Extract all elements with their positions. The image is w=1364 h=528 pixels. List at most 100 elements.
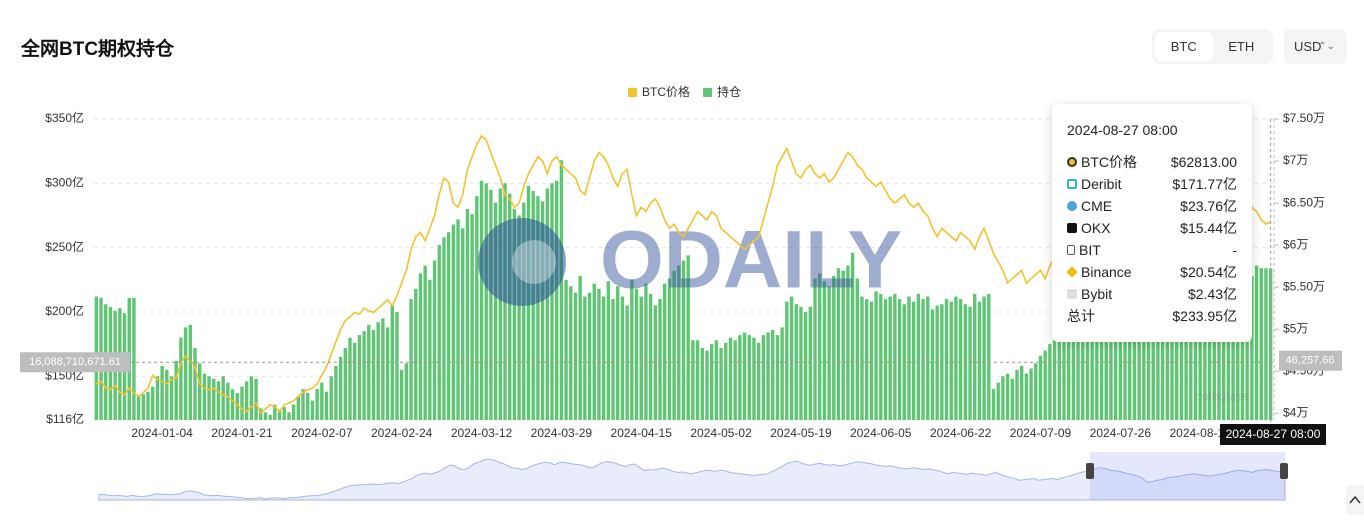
- y2-tick-label: $7万: [1283, 153, 1308, 167]
- bar: [399, 369, 404, 420]
- bar: [827, 286, 831, 420]
- bar: [597, 288, 601, 420]
- navigator-handle[interactable]: [1086, 463, 1094, 479]
- bar: [1165, 293, 1170, 420]
- bar: [996, 382, 1000, 420]
- bar: [540, 201, 545, 420]
- bar: [977, 301, 982, 420]
- bar: [221, 376, 225, 420]
- tooltip: 2024-08-27 08:00 BTC价格 $62813.00 Deribit $…: [1052, 104, 1252, 342]
- bar: [216, 381, 221, 420]
- tab-eth[interactable]: ETH: [1228, 39, 1255, 54]
- bar: [865, 299, 869, 420]
- currency-select[interactable]: USD ⌃⌄: [1284, 29, 1346, 64]
- bar: [1221, 270, 1226, 420]
- bar: [385, 327, 390, 420]
- bar: [625, 305, 629, 420]
- bar: [446, 232, 451, 420]
- bar: [630, 279, 634, 420]
- bar: [287, 412, 291, 420]
- bar: [414, 288, 418, 420]
- y2-tick-label: $4万: [1283, 405, 1308, 419]
- bar: [1156, 292, 1160, 420]
- bar: [921, 299, 925, 420]
- row-value: -: [1232, 242, 1237, 258]
- bar: [935, 305, 939, 420]
- bar: [343, 347, 347, 420]
- bar: [1010, 378, 1014, 420]
- y2-tick-label: $6万: [1283, 237, 1308, 251]
- bar: [498, 188, 502, 420]
- bar: [1226, 275, 1231, 420]
- bar: [808, 306, 813, 420]
- bar: [179, 337, 183, 420]
- bar: [954, 296, 958, 420]
- bar: [1245, 270, 1249, 420]
- bar: [146, 391, 150, 420]
- bar: [282, 407, 286, 420]
- bar: [601, 296, 606, 420]
- crosshair-x-bg: [1220, 424, 1326, 445]
- bar: [888, 296, 892, 420]
- bar: [197, 363, 202, 420]
- navigator-handle[interactable]: [1280, 463, 1288, 479]
- bar: [973, 293, 977, 420]
- row-label: Binance: [1081, 264, 1132, 280]
- bar: [1240, 268, 1245, 420]
- row-label: Bybit: [1081, 286, 1113, 302]
- row-label: CME: [1081, 198, 1113, 214]
- navigator-selection: [1090, 452, 1285, 500]
- bar: [334, 365, 338, 420]
- bar: [1250, 275, 1254, 420]
- bar: [1062, 324, 1066, 420]
- bar: [634, 288, 639, 420]
- bar: [1071, 322, 1076, 420]
- bar: [240, 386, 244, 420]
- x-tick-label: 2024-02-07: [291, 426, 353, 440]
- y2-tick-label: $6.50万: [1283, 195, 1325, 209]
- bar: [785, 301, 789, 420]
- bar: [301, 389, 305, 420]
- y2-tick-label: $7.50万: [1283, 111, 1325, 125]
- row-label: 总计: [1067, 308, 1095, 324]
- coin-tabs: BTC ETH: [1152, 29, 1273, 64]
- bar: [639, 296, 643, 420]
- page-title: 全网BTC期权持仓: [21, 39, 175, 60]
- bar: [493, 202, 498, 420]
- bar: [761, 335, 766, 420]
- bar: [742, 332, 747, 420]
- bar: [1198, 281, 1202, 420]
- bar: [1217, 273, 1221, 420]
- bar: [338, 356, 343, 420]
- bar: [193, 347, 197, 420]
- navigator: [98, 452, 1288, 501]
- bar: [648, 293, 653, 420]
- bar: [789, 296, 794, 420]
- bar: [1132, 283, 1137, 420]
- bar: [883, 299, 888, 420]
- bar: [1231, 281, 1235, 420]
- bar: [1005, 373, 1010, 420]
- bar: [291, 404, 296, 420]
- x-tick-label: 2024-01-04: [131, 426, 193, 440]
- bar: [306, 392, 310, 420]
- bar: [1128, 288, 1132, 420]
- bar: [1099, 296, 1104, 420]
- bar: [320, 382, 324, 420]
- tab-btc[interactable]: BTC: [1155, 32, 1213, 61]
- bar: [517, 215, 521, 420]
- bar: [296, 396, 301, 420]
- y-tick-label: $350亿: [45, 110, 84, 125]
- x-tick-label: 2024-01-21: [211, 426, 273, 440]
- bar: [1113, 286, 1118, 420]
- bar: [1048, 344, 1052, 420]
- bar: [545, 188, 549, 420]
- row-value: $23.76亿: [1180, 198, 1237, 214]
- bar: [911, 301, 916, 420]
- scroll-button[interactable]: [1346, 485, 1364, 515]
- x-tick-label: 2024-03-12: [451, 426, 513, 440]
- bar: [592, 283, 596, 420]
- bar: [550, 183, 554, 420]
